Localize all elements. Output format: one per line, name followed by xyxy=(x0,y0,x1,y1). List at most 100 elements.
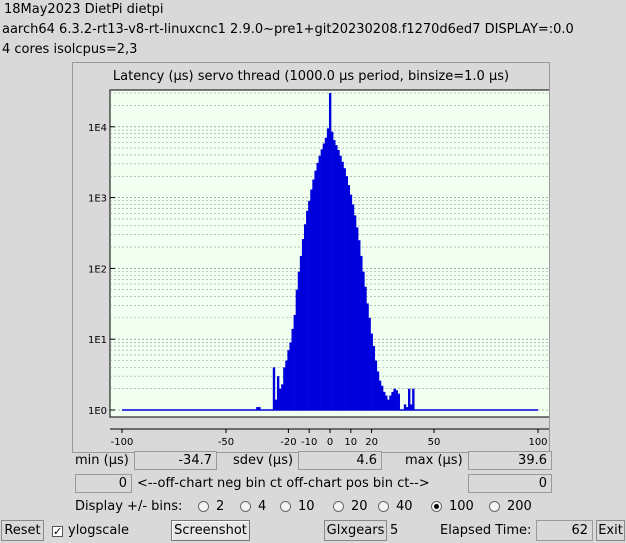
histogram-bar xyxy=(312,179,315,410)
histogram-bar xyxy=(324,137,328,410)
histogram-bar xyxy=(316,162,319,410)
histogram-bar xyxy=(397,393,400,410)
histogram-bar xyxy=(370,333,373,410)
bins-radio-label: 40 xyxy=(396,499,413,514)
histogram-bar xyxy=(368,317,371,410)
bins-radio-100[interactable] xyxy=(431,501,442,512)
ylogscale-checkbox[interactable]: ✓ xyxy=(52,525,63,538)
bins-radio-200[interactable] xyxy=(489,501,500,512)
offchart-label: <--off-chart neg bin ct off-chart pos bi… xyxy=(137,476,430,491)
histogram-bar xyxy=(343,168,346,410)
x-tick-label: 20 xyxy=(365,437,378,448)
histogram-bar xyxy=(279,388,282,410)
histogram-bar xyxy=(339,155,342,410)
histogram-bar xyxy=(347,185,351,410)
histogram-bar xyxy=(391,391,394,410)
histogram-bar xyxy=(326,128,330,410)
histogram-bar xyxy=(380,385,384,410)
histogram-bar xyxy=(272,367,276,410)
sdev-label: sdev (µs) xyxy=(233,453,294,468)
histogram-bar xyxy=(295,289,299,410)
histogram-bar xyxy=(366,303,369,410)
histogram-bar xyxy=(301,239,305,410)
bins-radio-label: 100 xyxy=(449,499,474,514)
chart-title: Latency (µs) servo thread (1000.0 µs per… xyxy=(113,69,509,84)
histogram-bar xyxy=(410,404,413,410)
elapsed-time-label: Elapsed Time: xyxy=(440,523,532,538)
x-tick-label: -10 xyxy=(301,437,317,448)
histogram-bar xyxy=(403,404,407,410)
bins-radio-4[interactable] xyxy=(240,501,251,512)
histogram-bar xyxy=(308,200,311,410)
histogram-bar xyxy=(322,143,326,410)
y-tick-label: 1E3 xyxy=(88,194,107,205)
exit-button[interactable]: Exit xyxy=(596,520,625,541)
histogram-bar xyxy=(299,255,303,410)
x-tick-label: -20 xyxy=(280,437,296,448)
histogram-bar xyxy=(341,161,344,410)
ylogscale-label: ylogscale xyxy=(68,523,130,538)
bins-radio-2[interactable] xyxy=(198,501,209,512)
histogram-bar xyxy=(378,380,382,410)
y-tick-label: 1E0 xyxy=(88,406,107,417)
max-value: 39.6 xyxy=(468,451,552,470)
histogram-bar xyxy=(276,376,280,410)
bins-radio-10[interactable] xyxy=(280,501,291,512)
y-tick-label: 1E1 xyxy=(88,335,107,346)
histogram-bar xyxy=(374,360,378,410)
histogram-bar xyxy=(306,210,309,410)
histogram-bar xyxy=(283,367,286,410)
neg-offchart-count: 0 xyxy=(75,474,132,493)
bins-radio-label: 10 xyxy=(298,499,315,514)
histogram-bar xyxy=(383,391,386,410)
histogram-bar xyxy=(285,360,288,410)
x-tick-label: -100 xyxy=(111,437,134,448)
histogram-bar xyxy=(287,350,290,410)
histogram-bar xyxy=(318,155,321,410)
histogram-bar xyxy=(412,388,415,410)
histogram-bar xyxy=(395,390,398,410)
min-value: -34.7 xyxy=(134,451,217,470)
histogram-bar xyxy=(358,240,361,410)
histogram-bar xyxy=(331,131,334,410)
header-line-cores: 4 cores isolcpus=2,3 xyxy=(2,42,138,57)
elapsed-time-value: 62 xyxy=(536,520,593,541)
histogram-bar xyxy=(372,346,376,410)
bins-radio-40[interactable] xyxy=(378,501,389,512)
x-tick-label: -50 xyxy=(218,437,234,448)
histogram-bar xyxy=(345,176,348,410)
bins-radio-20[interactable] xyxy=(333,501,344,512)
histogram-bar xyxy=(349,194,353,410)
glxgears-count: 5 xyxy=(390,523,399,538)
y-tick-label: 1E4 xyxy=(88,123,107,134)
glxgears-button[interactable]: Glxgears xyxy=(324,520,387,541)
reset-button[interactable]: Reset xyxy=(1,520,44,541)
histogram-bar xyxy=(376,371,380,410)
min-label: min (µs) xyxy=(75,453,129,468)
histogram-bar xyxy=(333,140,336,410)
max-label: max (µs) xyxy=(405,453,463,468)
histogram-bar xyxy=(281,384,284,410)
histogram-bar xyxy=(320,149,324,410)
histogram-bar xyxy=(304,224,307,410)
histogram-bar xyxy=(337,149,340,411)
histogram-bar xyxy=(351,204,355,410)
x-tick-label: 0 xyxy=(327,437,333,448)
screenshot-button[interactable]: Screenshot xyxy=(171,520,250,541)
histogram-bar xyxy=(408,388,411,410)
histogram-bar xyxy=(405,407,409,410)
bins-radio-label: 4 xyxy=(258,499,267,514)
histogram-bar xyxy=(356,227,359,410)
histogram-bar xyxy=(258,407,261,410)
header-line-system-info: aarch64 6.3.2-rt13-v8-rt-linuxcnc1 2.9.0… xyxy=(2,22,574,37)
histogram-bar xyxy=(335,145,338,410)
histogram-bar xyxy=(274,399,278,410)
histogram-bar xyxy=(310,189,313,410)
bins-radio-label: 2 xyxy=(216,499,225,514)
bins-radio-label: 20 xyxy=(351,499,368,514)
histogram-bar xyxy=(353,215,357,410)
histogram-bar xyxy=(297,271,301,410)
bins-radio-label: 200 xyxy=(507,499,532,514)
histogram-bar xyxy=(293,314,296,410)
histogram-bar xyxy=(291,328,294,410)
